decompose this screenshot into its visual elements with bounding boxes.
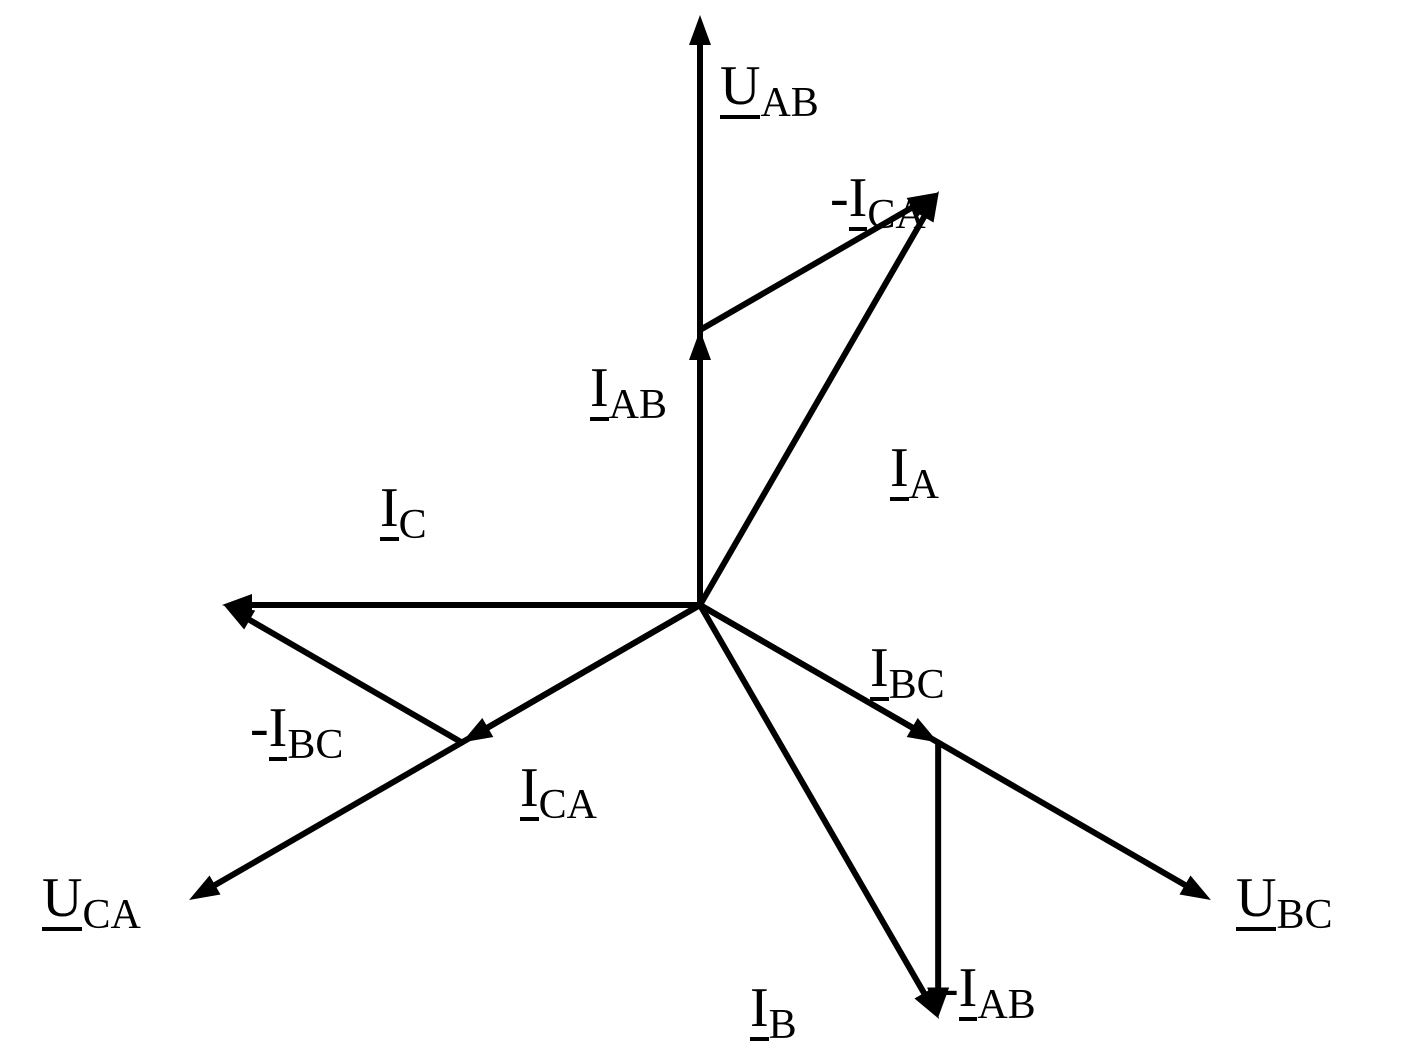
lbl-U-AB-sub: AB [760,80,818,126]
lbl-I-B: IB [750,980,797,1046]
lbl-I-B-sub: B [769,1002,797,1048]
phasor-diagram [0,0,1422,1056]
lbl-U-CA-sub: CA [82,892,140,938]
arrowhead-I_CA [462,718,493,743]
lbl-U-BC-sub: BC [1276,892,1332,938]
arrowhead-I_AB [689,330,711,360]
lbl-I-BC: IBC [870,640,945,706]
lbl-I-BC-main: I [870,640,889,701]
lbl-U-BC-main: U [1236,870,1276,931]
lbl-neg-I-AB-main: I [959,960,978,1021]
lbl-I-A-sub: A [909,462,939,508]
lbl-I-C-sub: C [399,502,427,548]
lbl-neg-I-CA: -ICA [830,170,926,236]
vector-I_CA [477,605,700,734]
lbl-I-C: IC [380,480,427,546]
lbl-neg-I-BC: -IBC [250,700,343,766]
lbl-neg-I-BC-prefix: - [250,697,269,759]
arrowhead-I_BC [907,718,938,743]
lbl-neg-I-BC-main: I [269,700,288,761]
lbl-I-B-main: I [750,980,769,1041]
lbl-I-BC-sub: BC [889,662,945,708]
lbl-U-AB-main: U [720,58,760,119]
lbl-neg-I-CA-main: I [849,170,868,231]
arrowhead-U_CA [189,875,220,900]
lbl-I-C-main: I [380,480,399,541]
lbl-U-CA-main: U [42,870,82,931]
lbl-I-CA: ICA [520,760,597,826]
arrowhead-U_BC [1179,875,1210,900]
lbl-neg-I-AB-prefix: - [940,957,959,1019]
lbl-neg-I-AB: -IAB [940,960,1036,1026]
lbl-I-CA-sub: CA [539,782,597,828]
lbl-I-A: IA [890,440,939,506]
lbl-I-AB-main: I [590,360,609,421]
lbl-neg-I-CA-prefix: - [830,167,849,229]
lbl-I-AB-sub: AB [609,382,667,428]
arrowhead-U_AB [689,15,711,45]
lbl-neg-I-BC-sub: BC [287,722,343,768]
lbl-neg-I-CA-sub: CA [867,192,925,238]
lbl-neg-I-AB-sub: AB [977,982,1035,1028]
lbl-I-CA-main: I [520,760,539,821]
lbl-I-AB: IAB [590,360,667,426]
lbl-U-CA: UCA [42,870,141,936]
lbl-I-A-main: I [890,440,909,501]
lbl-U-BC: UBC [1236,870,1332,936]
lbl-U-AB: UAB [720,58,819,124]
